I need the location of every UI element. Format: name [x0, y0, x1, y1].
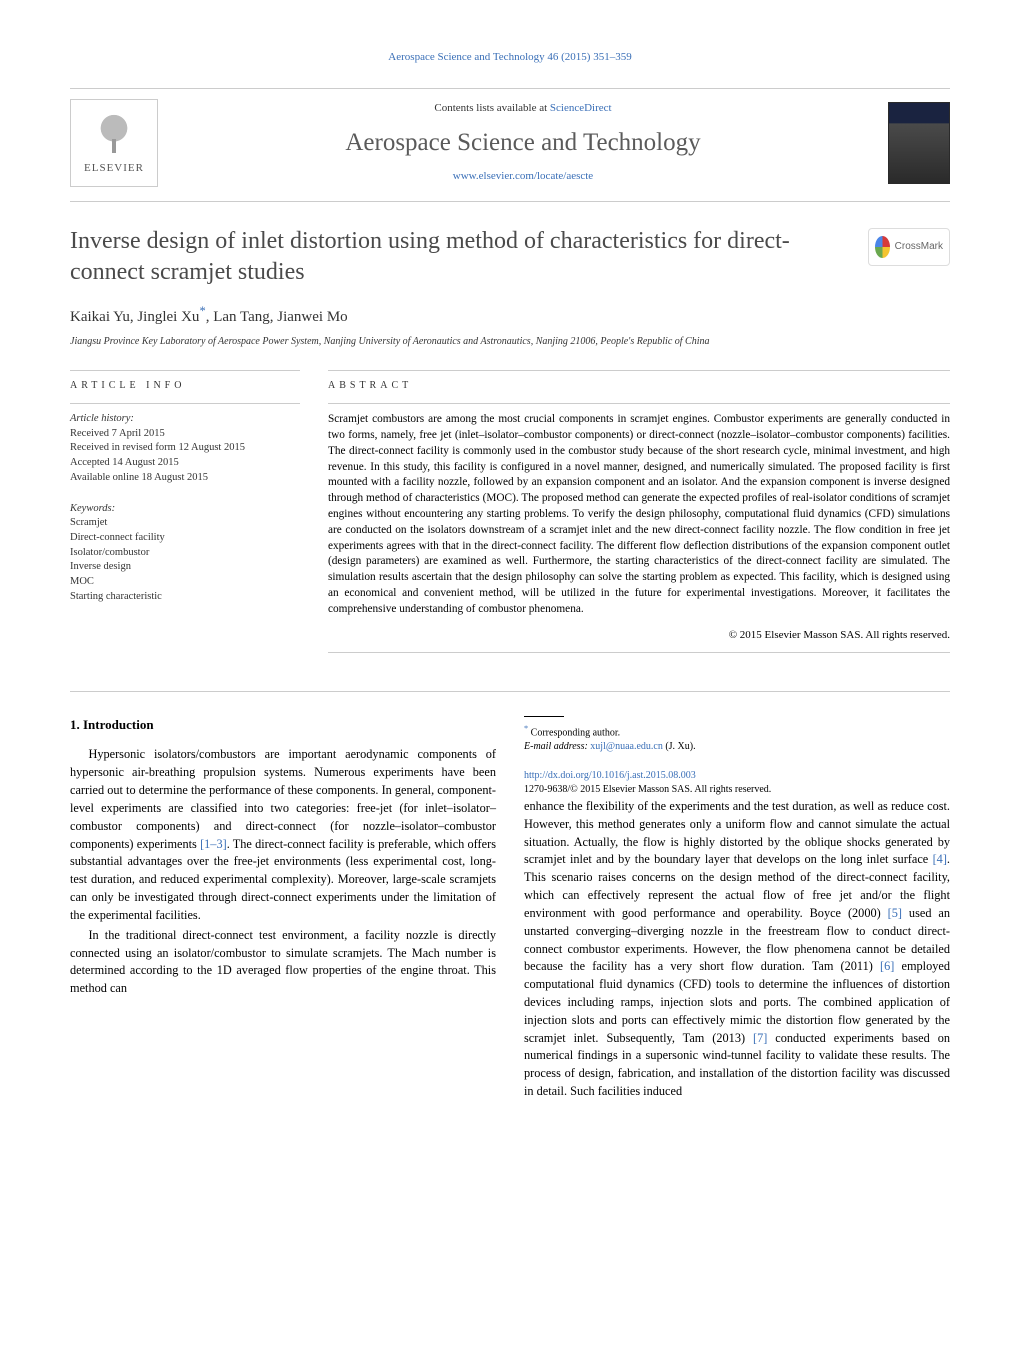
sciencedirect-link[interactable]: ScienceDirect [550, 102, 612, 114]
article-history: Article history: Received 7 April 2015 R… [70, 412, 300, 485]
abstract-copyright: © 2015 Elsevier Masson SAS. All rights r… [328, 628, 950, 644]
journal-homepage-link[interactable]: www.elsevier.com/locate/aescte [453, 170, 593, 182]
keyword: Isolator/combustor [70, 547, 149, 558]
body-paragraph: Hypersonic isolators/combustors are impo… [70, 746, 496, 924]
publisher-logo[interactable]: ELSEVIER [70, 99, 158, 187]
corr-marker-foot: * [524, 724, 528, 733]
abstract-rule-mid [328, 403, 950, 404]
keyword: Starting characteristic [70, 591, 162, 602]
history-label: Article history: [70, 413, 134, 424]
info-rule-top [70, 370, 300, 371]
journal-cover-thumbnail[interactable] [888, 102, 950, 184]
body-text: Hypersonic isolators/combustors are impo… [70, 747, 496, 850]
footnotes: * Corresponding author. E-mail address: … [524, 723, 950, 755]
authors-line: Kaikai Yu, Jinglei Xu*, Lan Tang, Jianwe… [70, 302, 950, 329]
keyword: Scramjet [70, 517, 107, 528]
email-footnote: E-mail address: xujl@nuaa.edu.cn (J. Xu)… [524, 740, 950, 755]
citation-link[interactable]: [6] [880, 959, 894, 973]
email-name: (J. Xu). [665, 741, 695, 752]
body-columns: 1. Introduction Hypersonic isolators/com… [70, 716, 950, 1101]
email-link[interactable]: xujl@nuaa.edu.cn [590, 741, 663, 752]
body-paragraph: enhance the flexibility of the experimen… [524, 798, 950, 1101]
history-line: Accepted 14 August 2015 [70, 457, 179, 468]
abstract-heading: ABSTRACT [328, 379, 950, 394]
affiliation: Jiangsu Province Key Laboratory of Aeros… [70, 335, 950, 350]
section-title: Introduction [83, 717, 154, 732]
body-separator [70, 691, 950, 692]
history-line: Available online 18 August 2015 [70, 472, 208, 483]
section-heading: 1. Introduction [70, 716, 496, 735]
citation-link[interactable]: [1–3] [200, 837, 227, 851]
email-label: E-mail address: [524, 741, 588, 752]
publisher-name: ELSEVIER [84, 161, 144, 177]
crossmark-badge[interactable]: CrossMark [868, 228, 950, 266]
crossmark-icon [875, 236, 890, 258]
body-text: In the traditional direct-connect test e… [70, 928, 496, 995]
keyword: Direct-connect facility [70, 532, 165, 543]
doi-block: http://dx.doi.org/10.1016/j.ast.2015.08.… [524, 769, 950, 798]
contents-line: Contents lists available at ScienceDirec… [158, 101, 888, 117]
abstract-rule-bottom [328, 652, 950, 653]
section-number: 1. [70, 717, 80, 732]
citation-link[interactable]: [7] [753, 1031, 767, 1045]
info-rule-mid [70, 403, 300, 404]
keywords-label: Keywords: [70, 503, 115, 514]
keyword: Inverse design [70, 561, 131, 572]
journal-bar-center: Contents lists available at ScienceDirec… [158, 101, 888, 185]
footnote-block: * Corresponding author. E-mail address: … [524, 716, 950, 798]
keywords-block: Keywords: Scramjet Direct-connect facili… [70, 502, 300, 605]
running-header: Aerospace Science and Technology 46 (201… [70, 50, 950, 66]
citation-link[interactable]: [5] [888, 906, 902, 920]
journal-title: Aerospace Science and Technology [158, 125, 888, 161]
title-row: Inverse design of inlet distortion using… [70, 226, 950, 288]
footnote-separator [524, 716, 564, 717]
abstract-column: ABSTRACT Scramjet combustors are among t… [328, 370, 950, 661]
article-info-heading: ARTICLE INFO [70, 379, 300, 394]
abstract-rule-top [328, 370, 950, 371]
journal-homepage: www.elsevier.com/locate/aescte [158, 169, 888, 185]
history-line: Received in revised form 12 August 2015 [70, 442, 245, 453]
contents-text: Contents lists available at [434, 102, 549, 114]
journal-bar: ELSEVIER Contents lists available at Sci… [70, 88, 950, 202]
issn-copyright: 1270-9638/© 2015 Elsevier Masson SAS. Al… [524, 784, 771, 795]
abstract-text: Scramjet combustors are among the most c… [328, 412, 950, 618]
crossmark-label: CrossMark [895, 240, 943, 255]
doi-link[interactable]: http://dx.doi.org/10.1016/j.ast.2015.08.… [524, 770, 696, 781]
history-line: Received 7 April 2015 [70, 428, 165, 439]
header-citation-link[interactable]: Aerospace Science and Technology 46 (201… [388, 51, 631, 63]
citation-link[interactable]: [4] [933, 852, 947, 866]
keyword: MOC [70, 576, 94, 587]
article-title: Inverse design of inlet distortion using… [70, 226, 848, 288]
body-text: enhance the flexibility of the experimen… [524, 799, 950, 866]
corresponding-footnote: * Corresponding author. [524, 723, 950, 741]
info-abstract-row: ARTICLE INFO Article history: Received 7… [70, 370, 950, 661]
corr-label: Corresponding author. [531, 727, 620, 738]
body-paragraph: In the traditional direct-connect test e… [70, 927, 496, 998]
authors-lead: Kaikai Yu, Jinglei Xu [70, 309, 199, 325]
elsevier-tree-icon [90, 109, 138, 157]
authors-tail: , Lan Tang, Jianwei Mo [206, 309, 348, 325]
article-info-column: ARTICLE INFO Article history: Received 7… [70, 370, 300, 661]
